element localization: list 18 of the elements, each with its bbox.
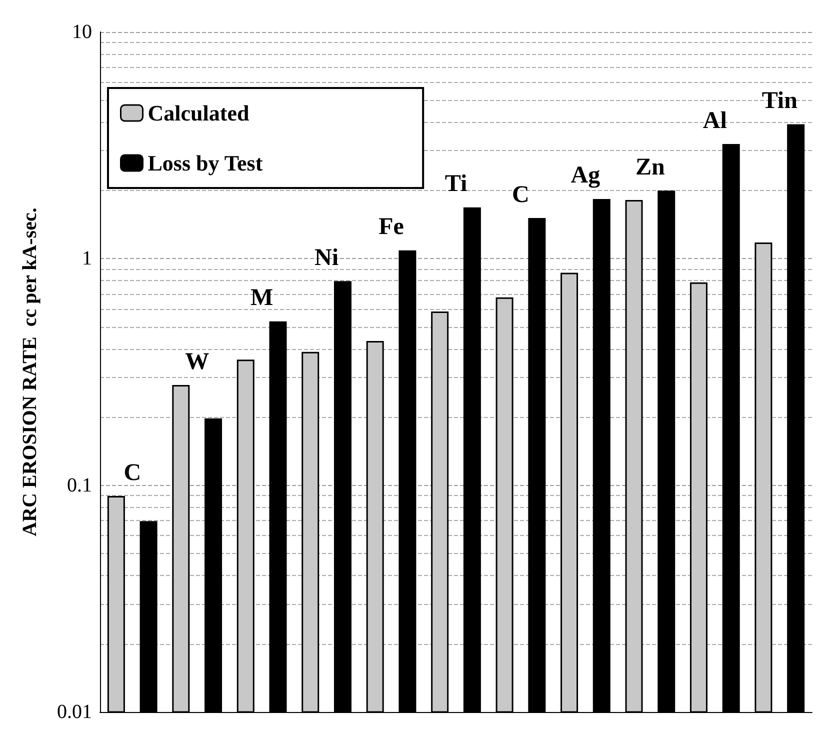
x-tick-label: Ni (314, 244, 339, 271)
x-tick-label: Fe (378, 214, 404, 240)
x-tick-label: Ti (444, 171, 468, 198)
x-tick-label: Al (702, 108, 728, 134)
x-tick-label: Zn (636, 154, 665, 180)
x-tick-label: M (250, 285, 274, 312)
x-tick-label: Ag (570, 162, 600, 189)
y-tick-label: 0.01 (57, 701, 92, 723)
x-tick-label: C (512, 182, 530, 208)
x-tick-label: C (124, 460, 142, 486)
y-tick-label: 0.1 (67, 474, 92, 496)
x-tick-label: W (185, 348, 210, 375)
y-tick-label: 1 (82, 248, 92, 270)
y-tick-label: 10 (72, 21, 92, 43)
x-tick-label: Tin (762, 88, 798, 114)
legend-label: Calculated (148, 100, 250, 126)
legend-label: Loss by Test (148, 150, 264, 176)
y-axis-title: ARC EROSION RATE cc per kA-sec. (19, 208, 41, 536)
